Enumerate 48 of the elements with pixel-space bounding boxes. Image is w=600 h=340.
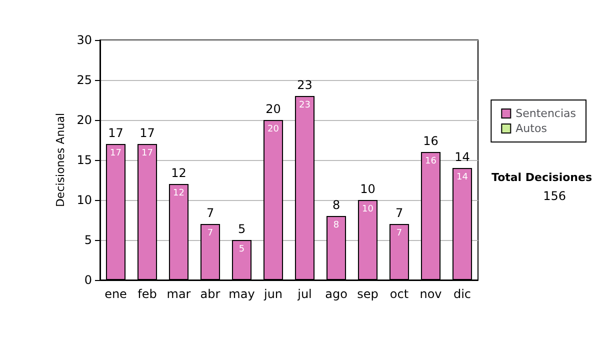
x-tick-label: jun xyxy=(262,287,283,301)
total-label: 10 xyxy=(360,182,376,196)
y-tick-label: 0 xyxy=(84,273,92,287)
legend-label: Autos xyxy=(516,122,548,135)
x-tick-label: may xyxy=(228,287,255,301)
x-tick-label: sep xyxy=(357,287,378,301)
total-label: 16 xyxy=(423,134,438,148)
x-tick-label: oct xyxy=(390,287,409,301)
y-tick-label: 20 xyxy=(76,113,92,127)
y-tick-label: 30 xyxy=(76,33,92,47)
data-label: 7 xyxy=(207,228,214,238)
total-label: 17 xyxy=(140,126,155,140)
y-tick-label: 25 xyxy=(76,73,92,87)
data-label: 20 xyxy=(268,124,280,134)
data-label: 10 xyxy=(362,204,374,214)
total-label: 8 xyxy=(332,198,340,212)
data-label: 17 xyxy=(110,148,122,158)
x-tick-label: ene xyxy=(104,287,127,301)
data-label: 17 xyxy=(142,148,153,158)
total-label: 17 xyxy=(108,126,124,140)
x-tick-label: mar xyxy=(166,287,191,301)
x-tick-label: dic xyxy=(453,287,472,301)
x-tick-label: nov xyxy=(420,287,442,301)
x-tick-label: ago xyxy=(325,287,348,301)
data-label: 12 xyxy=(173,188,184,198)
text: 156 xyxy=(543,189,566,203)
y-tick-label: 10 xyxy=(76,193,92,207)
y-tick-label: 5 xyxy=(84,233,92,247)
total-label: 7 xyxy=(206,206,214,220)
legend-label: Sentencias xyxy=(516,107,576,120)
data-label: 14 xyxy=(456,172,468,182)
text: Total Decisiones xyxy=(492,171,592,184)
x-tick-label: jul xyxy=(296,287,312,301)
data-label: 23 xyxy=(299,100,310,110)
total-label: 5 xyxy=(238,222,246,236)
y-axis-title: Decisiones Anual xyxy=(54,112,67,208)
total-label: 14 xyxy=(454,150,470,164)
total-label: 20 xyxy=(266,102,281,116)
data-label: 8 xyxy=(333,220,340,230)
data-label: 7 xyxy=(396,228,402,238)
total-label: 12 xyxy=(171,166,186,180)
x-tick-label: feb xyxy=(138,287,157,301)
data-label: 16 xyxy=(425,156,437,166)
total-label: 23 xyxy=(297,78,312,92)
data-label: 5 xyxy=(238,244,245,254)
total-label: 7 xyxy=(395,206,404,220)
y-tick-label: 15 xyxy=(76,153,92,167)
x-tick-label: abr xyxy=(200,287,220,301)
